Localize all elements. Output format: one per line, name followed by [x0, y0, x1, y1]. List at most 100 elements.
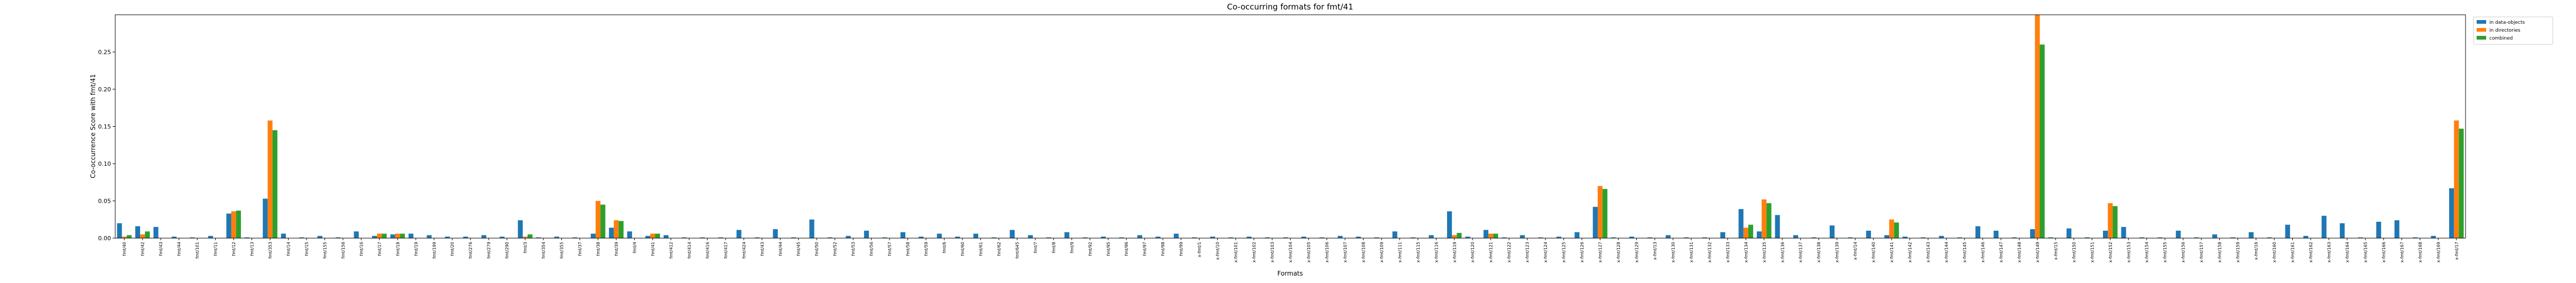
x-tick-label: fmt/353 [268, 242, 273, 259]
x-tick-label: fmt/645 [1015, 242, 1020, 259]
bar [2035, 15, 2040, 238]
bar [1902, 237, 1907, 238]
x-tick-label: fmt/4 [632, 242, 637, 253]
x-tick-label: x-fmt/106 [1324, 242, 1329, 262]
x-tick-label: fmt/99 [1179, 242, 1184, 256]
x-tick-label: fmt/95 [1106, 242, 1111, 256]
x-tick-label: fmt/98 [1161, 242, 1165, 256]
bar [1592, 206, 1598, 238]
bar [226, 213, 231, 238]
bar [1246, 237, 1252, 238]
x-tick-label: x-fmt/10 [1216, 242, 1220, 260]
bar [390, 234, 395, 238]
bar [645, 235, 651, 238]
bar [1356, 237, 1361, 238]
x-axis-label: Formats [1277, 270, 1303, 277]
x-tick-label: x-fmt/140 [1871, 242, 1876, 262]
x-tick-label: fmt/38 [596, 242, 601, 256]
bar [382, 233, 387, 238]
x-tick-label: fmt/39 [614, 242, 619, 256]
x-tick-label: x-fmt/108 [1361, 242, 1366, 262]
x-tick-label: fmt/412 [669, 242, 673, 259]
bar [2248, 232, 2254, 238]
x-tick-label: fmt/199 [432, 242, 437, 259]
x-tick-label: fmt/52 [833, 242, 838, 256]
bar [2040, 44, 2045, 239]
legend-box [2473, 16, 2553, 45]
bar [1137, 235, 1143, 238]
bar [400, 233, 405, 238]
x-tick-label: x-fmt/141 [1889, 242, 1894, 262]
bar [2459, 128, 2464, 238]
bar [372, 235, 377, 238]
x-tick-label: x-fmt/153 [2126, 242, 2131, 262]
x-tick-label: x-fmt/116 [1434, 242, 1439, 262]
x-tick-label: fmt/18 [395, 242, 400, 256]
y-tick-label: 0.15 [98, 124, 112, 130]
bar [2394, 220, 2399, 238]
bar [2431, 235, 2436, 238]
x-tick-label: x-fmt/160 [2272, 242, 2277, 262]
x-tick-label: fmt/15 [304, 242, 309, 256]
x-tick-label: fmt/45 [796, 242, 801, 256]
x-tick-label: x-fmt/124 [1543, 242, 1548, 262]
x-tick-label: x-fmt/164 [2345, 242, 2350, 262]
x-tick-label: fmt/416 [705, 242, 710, 259]
bar [1488, 233, 1494, 238]
x-tick-label: x-fmt/109 [1379, 242, 1384, 262]
bar [1975, 226, 1980, 238]
legend-swatch [2477, 28, 2486, 32]
bar [1556, 237, 1561, 238]
bar [2449, 188, 2454, 238]
x-tick-label: fmt/414 [687, 242, 692, 259]
x-tick-label: fmt/7 [1033, 242, 1038, 253]
x-tick-label: fmt/417 [724, 242, 728, 259]
x-tick-label: x-fmt/166 [2382, 242, 2386, 262]
x-tick-label: x-fmt/158 [2218, 242, 2222, 262]
bar [655, 233, 660, 238]
bar [1301, 237, 1306, 238]
x-tick-label: x-fmt/105 [1306, 242, 1311, 262]
y-tick-label: 0.00 [98, 235, 112, 242]
bar [1155, 237, 1161, 238]
bar [1457, 233, 1462, 238]
y-tick-label: 0.20 [98, 86, 112, 93]
x-tick-label: fmt/43 [159, 242, 163, 256]
bar [1762, 199, 1767, 238]
bar [523, 237, 528, 238]
bar [773, 229, 778, 238]
bar [2067, 228, 2072, 238]
bar [122, 237, 127, 238]
bar [263, 199, 268, 238]
x-tick-label: x-fmt/169 [2436, 242, 2441, 262]
bar [1483, 230, 1489, 238]
x-tick-label: x-fmt/139 [1835, 242, 1840, 262]
bar [955, 237, 960, 238]
bar [2175, 230, 2181, 238]
bar [1392, 231, 1397, 238]
x-tick-label: fmt/19 [414, 242, 419, 256]
x-tick-label: x-fmt/13 [1653, 242, 1657, 260]
bar [1757, 231, 1762, 238]
bar [2102, 230, 2108, 238]
x-tick-label: x-fmt/121 [1489, 242, 1494, 262]
x-tick-label: x-fmt/147 [1999, 242, 2004, 262]
bar [1574, 232, 1580, 238]
bar [600, 204, 606, 238]
x-tick-label: x-fmt/152 [2108, 242, 2113, 262]
bar [1338, 235, 1343, 238]
bar [1028, 235, 1033, 238]
chart-title: Co-occurring formats for fmt/41 [1227, 2, 1354, 12]
x-tick-label: x-fmt/146 [1980, 242, 1985, 262]
bar [444, 237, 450, 238]
bar [140, 234, 145, 238]
bar [1829, 225, 1835, 238]
bar [595, 201, 601, 238]
x-tick-label: fmt/20 [450, 242, 455, 256]
bar [1173, 233, 1179, 238]
x-tick-label: x-fmt/107 [1343, 242, 1348, 262]
bar [1994, 230, 1999, 238]
bar [1889, 219, 1894, 238]
legend-label: in data-objects [2489, 20, 2525, 25]
